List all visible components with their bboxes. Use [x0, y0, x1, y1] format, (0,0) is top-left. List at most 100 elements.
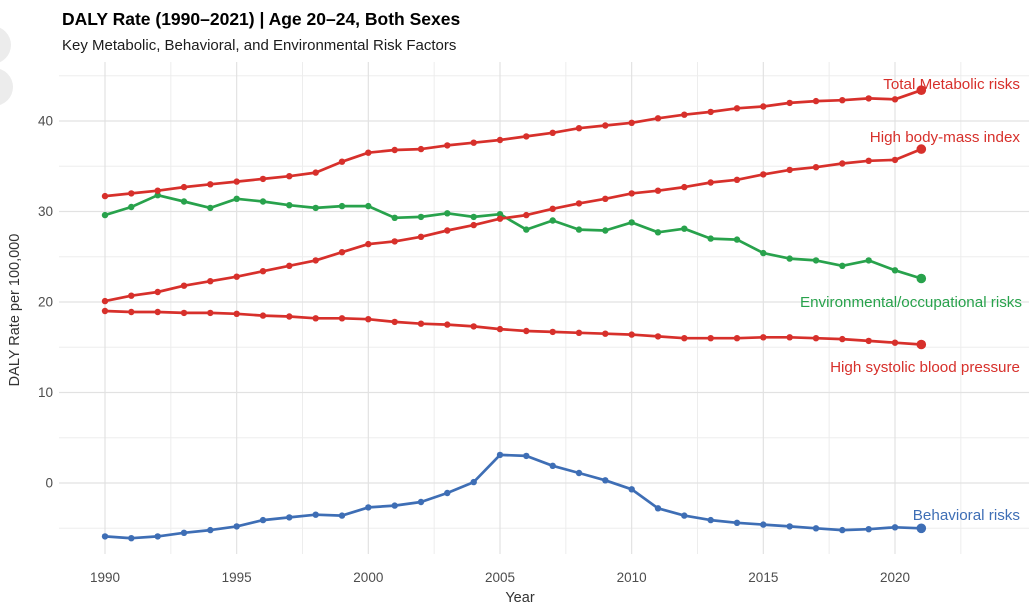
data-point-environmental-occupational-risks — [338, 202, 346, 210]
series-line-behavioral-risks — [103, 453, 923, 540]
data-point-behavioral-risks — [365, 504, 372, 511]
x-tick-label: 1990 — [90, 570, 120, 585]
data-point-environmental-occupational-risks — [916, 273, 927, 284]
data-point-total-metabolic-risks — [417, 145, 425, 153]
data-point-behavioral-risks — [180, 529, 188, 536]
data-point-behavioral-risks — [391, 502, 398, 509]
data-point-high-body-mass-index — [128, 292, 135, 299]
data-point-environmental-occupational-risks — [207, 204, 214, 212]
data-point-total-metabolic-risks — [839, 97, 846, 104]
data-point-high-body-mass-index — [654, 187, 662, 194]
data-point-total-metabolic-risks — [154, 187, 161, 194]
data-point-total-metabolic-risks — [786, 99, 793, 107]
data-point-high-body-mass-index — [286, 262, 293, 269]
data-point-total-metabolic-risks — [760, 103, 767, 110]
data-point-behavioral-risks — [154, 533, 161, 540]
data-point-environmental-occupational-risks — [523, 226, 530, 233]
data-point-high-body-mass-index — [338, 249, 346, 256]
data-point-environmental-occupational-risks — [786, 255, 793, 262]
data-point-high-systolic-blood-pressure — [207, 309, 214, 317]
data-point-total-metabolic-risks — [575, 125, 583, 132]
data-point-total-metabolic-risks — [628, 119, 635, 127]
x-axis-title: Year — [505, 590, 534, 606]
data-point-high-body-mass-index — [839, 160, 846, 167]
data-point-high-body-mass-index — [575, 200, 583, 207]
data-point-high-systolic-blood-pressure — [707, 335, 714, 342]
y-tick-label: 40 — [38, 114, 53, 129]
data-point-behavioral-risks — [760, 521, 767, 528]
y-tick-label: 30 — [38, 204, 53, 219]
series-label-high-systolic-blood-pressure: High systolic blood pressure — [830, 359, 1020, 376]
data-point-total-metabolic-risks — [549, 129, 556, 136]
data-point-high-body-mass-index — [365, 240, 372, 248]
data-point-high-systolic-blood-pressure — [470, 323, 477, 330]
chart-subtitle: Key Metabolic, Behavioral, and Environme… — [62, 37, 456, 54]
x-tick-label: 2005 — [485, 570, 515, 585]
series-label-total-metabolic-risks: Total Metabolic risks — [883, 76, 1020, 93]
data-point-environmental-occupational-risks — [628, 219, 635, 226]
data-point-behavioral-risks — [812, 525, 820, 532]
data-point-behavioral-risks — [733, 519, 741, 526]
data-point-environmental-occupational-risks — [733, 236, 741, 243]
data-point-high-body-mass-index — [312, 257, 319, 264]
data-point-high-body-mass-index — [707, 179, 714, 186]
data-point-total-metabolic-risks — [286, 173, 293, 180]
data-point-high-systolic-blood-pressure — [523, 327, 530, 335]
data-point-total-metabolic-risks — [233, 178, 240, 185]
data-point-total-metabolic-risks — [470, 139, 477, 146]
data-point-total-metabolic-risks — [891, 96, 899, 103]
x-tick-label: 1995 — [222, 570, 252, 585]
data-point-high-systolic-blood-pressure — [839, 335, 846, 343]
series-line-environmental-occupational-risks — [103, 193, 923, 280]
data-point-behavioral-risks — [602, 477, 609, 484]
data-point-behavioral-risks — [628, 486, 635, 493]
data-point-environmental-occupational-risks — [654, 229, 662, 236]
data-point-behavioral-risks — [496, 451, 504, 459]
data-point-environmental-occupational-risks — [444, 210, 451, 217]
data-point-total-metabolic-risks — [812, 97, 820, 105]
data-point-total-metabolic-risks — [707, 108, 714, 116]
data-point-total-metabolic-risks — [681, 111, 688, 118]
data-point-total-metabolic-risks — [733, 105, 741, 112]
data-point-behavioral-risks — [575, 469, 583, 477]
data-point-high-body-mass-index — [733, 176, 741, 183]
data-point-high-systolic-blood-pressure — [628, 331, 635, 338]
data-point-high-systolic-blood-pressure — [365, 316, 372, 323]
data-point-behavioral-risks — [786, 523, 793, 530]
data-point-high-body-mass-index — [602, 195, 609, 202]
data-point-high-systolic-blood-pressure — [338, 315, 346, 322]
series-label-behavioral-risks: Behavioral risks — [913, 507, 1021, 524]
data-point-environmental-occupational-risks — [707, 235, 714, 242]
data-point-high-systolic-blood-pressure — [259, 312, 267, 319]
chart-title: DALY Rate (1990–2021) | Age 20–24, Both … — [62, 9, 460, 29]
x-tick-label: 2000 — [353, 570, 383, 585]
data-point-high-body-mass-index — [207, 278, 214, 285]
data-point-high-body-mass-index — [681, 183, 688, 191]
data-point-total-metabolic-risks — [865, 95, 872, 102]
data-point-high-systolic-blood-pressure — [602, 330, 609, 337]
data-point-high-systolic-blood-pressure — [733, 335, 741, 342]
data-point-behavioral-risks — [839, 526, 846, 534]
watermark-circle — [0, 68, 13, 106]
data-point-high-systolic-blood-pressure — [154, 308, 161, 316]
data-point-high-systolic-blood-pressure — [681, 335, 688, 342]
data-point-high-body-mass-index — [101, 297, 109, 305]
data-point-total-metabolic-risks — [654, 115, 662, 122]
data-point-total-metabolic-risks — [180, 183, 188, 191]
data-point-high-systolic-blood-pressure — [760, 334, 767, 341]
data-point-behavioral-risks — [549, 462, 556, 469]
data-point-environmental-occupational-risks — [259, 198, 267, 205]
data-point-total-metabolic-risks — [391, 146, 398, 154]
data-point-environmental-occupational-risks — [865, 257, 872, 264]
data-point-high-systolic-blood-pressure — [865, 337, 872, 345]
data-point-high-systolic-blood-pressure — [575, 329, 583, 336]
data-point-environmental-occupational-risks — [602, 227, 609, 234]
data-point-environmental-occupational-risks — [312, 204, 319, 212]
data-point-high-body-mass-index — [523, 211, 530, 219]
data-point-environmental-occupational-risks — [839, 262, 846, 269]
data-point-behavioral-risks — [101, 533, 109, 540]
data-point-environmental-occupational-risks — [391, 214, 398, 221]
data-point-high-systolic-blood-pressure — [286, 313, 293, 320]
data-point-environmental-occupational-risks — [180, 198, 188, 205]
